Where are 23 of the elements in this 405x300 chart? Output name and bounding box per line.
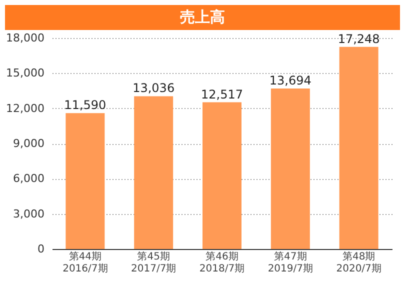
data-label: 13,036 <box>132 81 175 96</box>
bar <box>202 102 242 249</box>
chart-title: 売上高 <box>5 5 400 30</box>
bar <box>134 96 174 249</box>
y-tick-label: 18,000 <box>6 32 44 44</box>
x-tick-label: 第44期 2016/7期 <box>62 250 108 274</box>
y-tick-label: 6,000 <box>13 172 44 186</box>
data-label: 12,517 <box>201 87 243 102</box>
y-tick-label: 12,000 <box>6 102 44 115</box>
x-tick-label: 第45期 2017/7期 <box>130 250 176 274</box>
x-tick-label: 第48期 2020/7期 <box>336 250 382 274</box>
y-tick-label: 9,000 <box>13 137 44 150</box>
y-tick-label: 3,000 <box>13 207 44 220</box>
x-tick-label: 第46期 2018/7期 <box>199 250 245 274</box>
data-label: 13,694 <box>269 73 312 88</box>
bar <box>66 113 105 249</box>
y-tick-label: 0 <box>38 242 44 256</box>
bar <box>270 88 310 249</box>
data-label: 17,248 <box>338 32 380 46</box>
bar <box>339 46 378 249</box>
data-label: 11,590 <box>64 98 106 112</box>
x-tick-label: 第47期 2019/7期 <box>268 250 314 274</box>
y-tick-label: 15,000 <box>6 66 44 80</box>
